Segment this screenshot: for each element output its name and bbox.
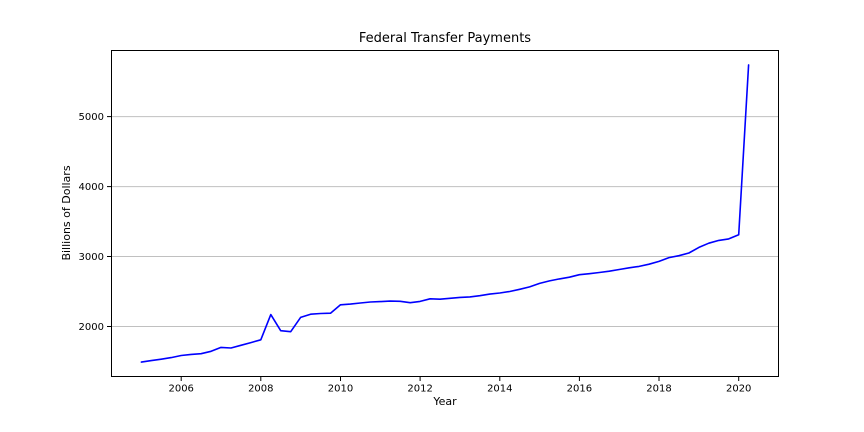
plot-area — [111, 50, 779, 377]
plot-border — [111, 50, 779, 377]
x-tick-label: 2008 — [248, 384, 273, 395]
y-tick-label: 4000 — [79, 182, 104, 193]
y-tick-label: 2000 — [79, 322, 104, 333]
y-axis-label: Billions of Dollars — [60, 165, 73, 261]
data-line — [140, 64, 750, 363]
x-tick-label: 2016 — [567, 384, 592, 395]
y-tick-label: 5000 — [79, 112, 104, 123]
x-tick-label: 2006 — [168, 384, 193, 395]
x-tick-label: 2020 — [726, 384, 751, 395]
x-tick-label: 2018 — [646, 384, 671, 395]
chart-title: Federal Transfer Payments — [358, 31, 532, 46]
x-axis-label: Year — [433, 395, 457, 408]
x-tick-label: 2014 — [487, 384, 512, 395]
y-tick-label: 3000 — [79, 252, 104, 263]
x-tick-label: 2010 — [328, 384, 353, 395]
x-tick-label: 2012 — [407, 384, 432, 395]
